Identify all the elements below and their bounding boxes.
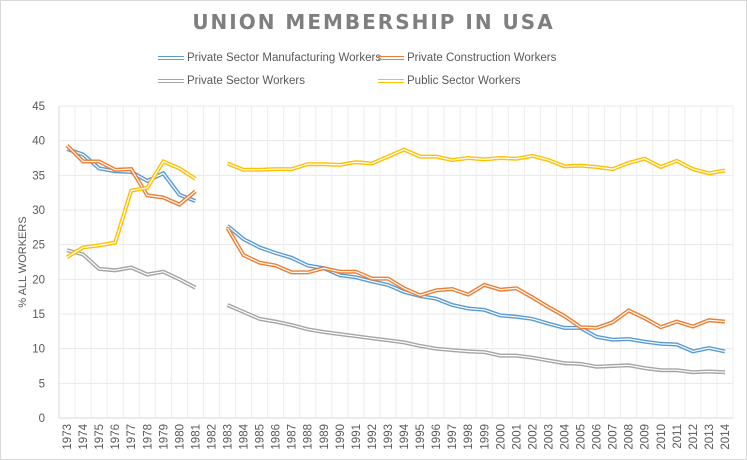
legend-swatch-private-sector xyxy=(158,79,184,83)
y-tick-label: 5 xyxy=(39,378,45,390)
x-tick-label: 1991 xyxy=(351,424,363,450)
series-line-inner xyxy=(226,227,726,329)
y-axis-title: % ALL WORKERS xyxy=(17,216,29,307)
x-tick-label: 1993 xyxy=(383,424,395,450)
x-tick-label: 1999 xyxy=(479,424,491,450)
y-tick-label: 35 xyxy=(32,170,45,182)
x-tick-label: 1981 xyxy=(190,424,202,450)
x-tick-label: 2000 xyxy=(495,424,507,450)
y-tick-label: 10 xyxy=(32,344,45,356)
legend-swatch-construction xyxy=(378,56,404,60)
x-tick-label: 2005 xyxy=(576,424,588,450)
legend-label-construction: Private Construction Workers xyxy=(407,52,557,64)
series-line-inner xyxy=(227,304,726,373)
series-line-inner xyxy=(66,160,196,258)
x-tick-label: 2012 xyxy=(688,424,700,450)
legend-item-private-sector: Private Sector Workers xyxy=(158,75,305,87)
y-tick-label: 15 xyxy=(32,309,45,321)
x-tick-label: 2007 xyxy=(608,424,620,450)
x-tick-label: 2014 xyxy=(720,423,732,449)
x-tick-label: 1983 xyxy=(223,424,235,450)
x-tick-label: 1973 xyxy=(62,424,74,450)
axes: 0 5 10 15 20 25 30 35 40 45 1973 1974 1975 1976 1977 19… xyxy=(32,101,733,450)
gridlines xyxy=(59,105,734,418)
x-tick-label: 1976 xyxy=(110,424,122,450)
x-tick-label: 2006 xyxy=(592,424,604,450)
series-line-inner xyxy=(227,149,726,174)
x-tick-label: 1980 xyxy=(174,424,186,450)
x-tick-label: 1986 xyxy=(271,424,283,450)
legend-label-private-sector: Private Sector Workers xyxy=(187,75,306,87)
x-tick-label: 2008 xyxy=(624,424,636,450)
x-tick-label: 1992 xyxy=(367,424,379,450)
legend-item-manufacturing: Private Sector Manufacturing Workers xyxy=(158,52,381,64)
x-tick-label: 2004 xyxy=(560,423,572,449)
x-tick-label: 1987 xyxy=(287,424,299,450)
legend-item-construction: Private Construction Workers xyxy=(378,52,556,64)
x-tick-label: 2001 xyxy=(511,424,523,450)
x-tick-label: 1982 xyxy=(206,424,218,450)
legend-item-public-sector: Public Sector Workers xyxy=(378,75,521,87)
x-tick-label: 2011 xyxy=(672,424,684,449)
series-private-construction-workers xyxy=(65,144,726,330)
x-tick-label: 1977 xyxy=(126,424,138,450)
y-tick-label: 20 xyxy=(32,274,45,286)
legend-swatch-public-sector xyxy=(378,79,404,83)
legend-swatch-manufacturing xyxy=(158,56,184,60)
series-line-outer xyxy=(66,248,197,290)
series-line-outer xyxy=(65,158,197,259)
x-tick-label: 1988 xyxy=(303,424,315,450)
x-tick-label: 2013 xyxy=(704,424,716,450)
x-tick-label: 2003 xyxy=(543,424,555,450)
y-tick-label: 45 xyxy=(32,101,45,113)
x-tick-label: 2009 xyxy=(640,424,652,450)
x-tick-label: 1984 xyxy=(239,423,251,449)
y-tick-label: 40 xyxy=(32,136,45,148)
x-tick-label: 1974 xyxy=(78,423,90,449)
x-tick-label: 1994 xyxy=(399,423,411,449)
series-private-sector-workers xyxy=(66,248,726,375)
x-tick-label: 1998 xyxy=(463,424,475,450)
series-line-inner xyxy=(227,225,726,353)
x-tick-label: 1985 xyxy=(255,424,267,450)
x-tick-label: 1995 xyxy=(415,424,427,450)
chart-title: UNION MEMBERSHIP IN USA xyxy=(192,10,555,34)
x-tick-label: 1989 xyxy=(319,424,331,450)
x-tick-label: 1979 xyxy=(158,424,170,450)
x-tick-label: 2010 xyxy=(656,424,668,450)
legend-label-public-sector: Public Sector Workers xyxy=(407,75,521,87)
x-tick-label: 1975 xyxy=(94,424,106,450)
legend-label-manufacturing: Private Sector Manufacturing Workers xyxy=(187,52,382,64)
x-tick-label: 1996 xyxy=(431,424,443,450)
y-tick-label: 0 xyxy=(39,413,45,425)
x-tick-label: 1997 xyxy=(447,424,459,450)
x-tick-label: 2002 xyxy=(527,424,539,450)
series-lines xyxy=(65,144,726,375)
x-tick-label: 1978 xyxy=(142,424,154,450)
x-tick-label: 1990 xyxy=(335,424,347,450)
y-tick-label: 30 xyxy=(32,205,45,217)
y-tick-label: 25 xyxy=(32,240,45,252)
series-public-sector-workers xyxy=(65,147,726,259)
